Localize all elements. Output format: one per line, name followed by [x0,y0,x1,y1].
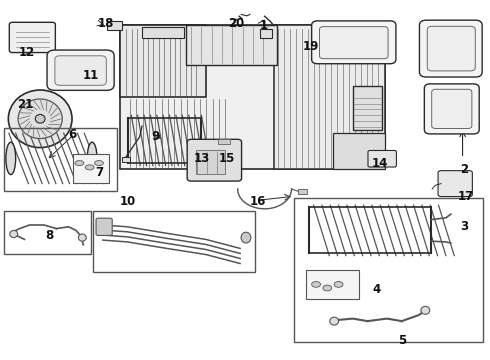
Bar [122,157,130,162]
Text: 7: 7 [96,166,104,179]
Bar [93,211,255,272]
Bar [196,150,225,174]
Bar [353,86,382,130]
Text: 1: 1 [260,19,268,32]
Text: 13: 13 [194,152,210,165]
Ellipse shape [85,165,94,170]
Bar [333,133,385,169]
FancyBboxPatch shape [424,84,479,134]
Bar [142,27,184,38]
FancyBboxPatch shape [419,20,482,77]
Bar [120,25,385,169]
Ellipse shape [323,285,332,291]
Bar [218,139,230,144]
FancyBboxPatch shape [312,21,396,64]
Bar [4,128,117,191]
Bar [107,21,122,30]
Ellipse shape [421,306,430,314]
FancyBboxPatch shape [432,89,472,129]
Ellipse shape [8,90,72,148]
Bar [260,29,272,38]
Bar [298,189,307,194]
Ellipse shape [18,99,62,139]
Ellipse shape [10,230,18,238]
FancyBboxPatch shape [368,150,396,167]
Text: 3: 3 [461,220,469,233]
FancyBboxPatch shape [47,50,114,90]
Ellipse shape [95,161,103,166]
Ellipse shape [241,232,251,243]
Text: 17: 17 [458,190,474,203]
Bar [306,270,359,299]
Text: 4: 4 [372,283,381,296]
Bar [73,154,109,183]
FancyBboxPatch shape [427,26,475,71]
Text: 8: 8 [45,229,53,242]
Ellipse shape [334,282,343,287]
Text: 15: 15 [219,152,235,165]
Bar [4,211,91,254]
Text: 5: 5 [398,334,406,347]
Text: 14: 14 [371,157,388,170]
Ellipse shape [35,114,45,123]
Ellipse shape [87,142,97,175]
Text: 11: 11 [82,69,98,82]
FancyBboxPatch shape [187,139,242,181]
Ellipse shape [6,142,16,175]
Ellipse shape [75,161,84,166]
Bar [294,198,483,342]
FancyBboxPatch shape [96,218,112,235]
Text: 19: 19 [303,40,319,53]
FancyBboxPatch shape [9,22,55,53]
Ellipse shape [330,317,339,325]
Text: 16: 16 [250,195,266,208]
Bar [120,25,206,97]
Bar [186,25,277,65]
Text: 20: 20 [228,17,244,30]
Text: 6: 6 [69,129,76,141]
Bar [274,25,385,169]
Text: 2: 2 [461,163,469,176]
Text: 18: 18 [98,17,114,30]
Ellipse shape [78,234,86,241]
Text: 12: 12 [19,46,35,59]
FancyBboxPatch shape [55,56,106,85]
Ellipse shape [312,282,320,287]
FancyBboxPatch shape [319,27,388,59]
Text: 9: 9 [151,130,159,143]
FancyBboxPatch shape [438,171,472,197]
Text: 21: 21 [17,98,33,111]
Text: 10: 10 [120,195,136,208]
